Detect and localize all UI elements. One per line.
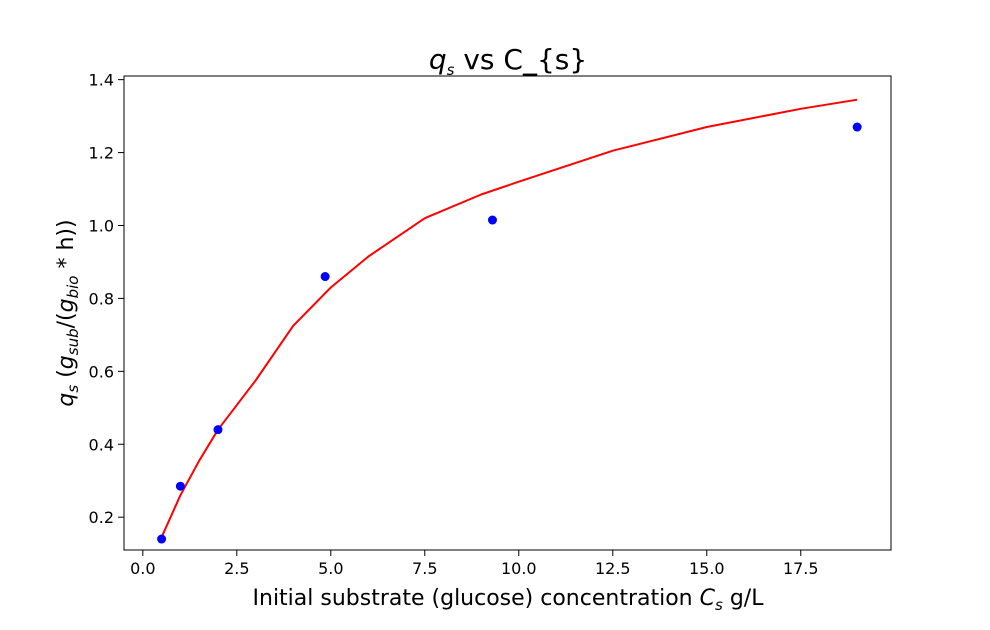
data-point xyxy=(213,425,223,435)
y-tick-label: 1.4 xyxy=(89,71,114,90)
chart-title: qs vs C_{s} xyxy=(429,43,587,79)
x-tick-label: 5.0 xyxy=(318,559,343,578)
data-point xyxy=(320,272,330,282)
x-tick-label: 7.5 xyxy=(412,559,437,578)
y-axis: 0.2 0.4 0.6 0.8 1.0 1.2 1.4 xyxy=(89,71,124,527)
data-point xyxy=(157,534,167,544)
plot-area xyxy=(123,75,892,551)
series-layer xyxy=(157,98,862,544)
x-tick-label: 0.0 xyxy=(130,559,155,578)
fit-curve-line xyxy=(160,98,858,538)
y-tick-label: 0.6 xyxy=(89,362,114,381)
x-tick-label: 2.5 xyxy=(224,559,249,578)
x-tick-label: 10.0 xyxy=(501,559,537,578)
data-point xyxy=(175,481,185,491)
y-axis-label: qs (gsub/(gbio * h)) xyxy=(54,219,82,406)
x-axis-label: Initial substrate (glucose) concentratio… xyxy=(253,586,765,614)
x-axis: 0.0 2.5 5.0 7.5 10.0 12.5 15.0 17.5 xyxy=(130,550,819,578)
y-tick-label: 1.0 xyxy=(89,216,114,235)
x-tick-label: 15.0 xyxy=(689,559,725,578)
x-tick-label: 12.5 xyxy=(595,559,631,578)
data-point xyxy=(852,122,862,132)
y-tick-label: 0.2 xyxy=(89,508,114,527)
y-tick-label: 0.4 xyxy=(89,435,114,454)
y-tick-label: 0.8 xyxy=(89,289,114,308)
data-point xyxy=(487,215,497,225)
x-tick-label: 17.5 xyxy=(783,559,819,578)
plot-frame xyxy=(123,75,892,551)
y-tick-label: 1.2 xyxy=(89,144,114,163)
